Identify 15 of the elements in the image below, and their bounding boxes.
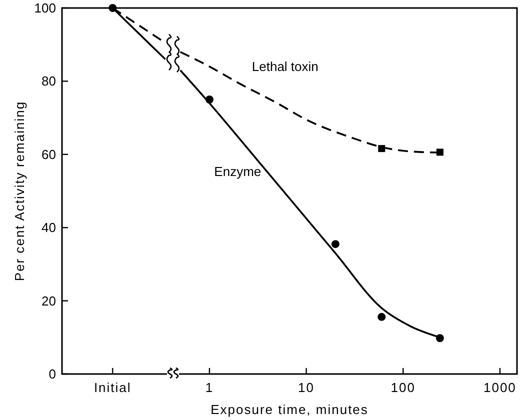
series-label: Enzyme xyxy=(214,164,262,180)
x-tick-label: 100 xyxy=(390,380,416,395)
y-tick-label: 20 xyxy=(42,293,56,308)
y-tick-label: 0 xyxy=(48,366,56,382)
x-tick-label: Initial xyxy=(94,380,132,395)
x-tick-label: 10 xyxy=(298,380,315,395)
x-axis-title: Exposure time, minutes xyxy=(210,402,368,417)
x-tick-label: 1 xyxy=(205,380,214,395)
series-label: Lethal toxin xyxy=(252,59,318,74)
y-tick-label: 100 xyxy=(34,0,56,16)
y-tick-label: 80 xyxy=(42,74,56,89)
y-tick-label: 60 xyxy=(42,146,56,162)
x-tick-label: 1000 xyxy=(483,380,516,395)
y-tick-label: 40 xyxy=(42,220,56,236)
y-axis-title: Per cent Activity remaining xyxy=(12,100,27,282)
